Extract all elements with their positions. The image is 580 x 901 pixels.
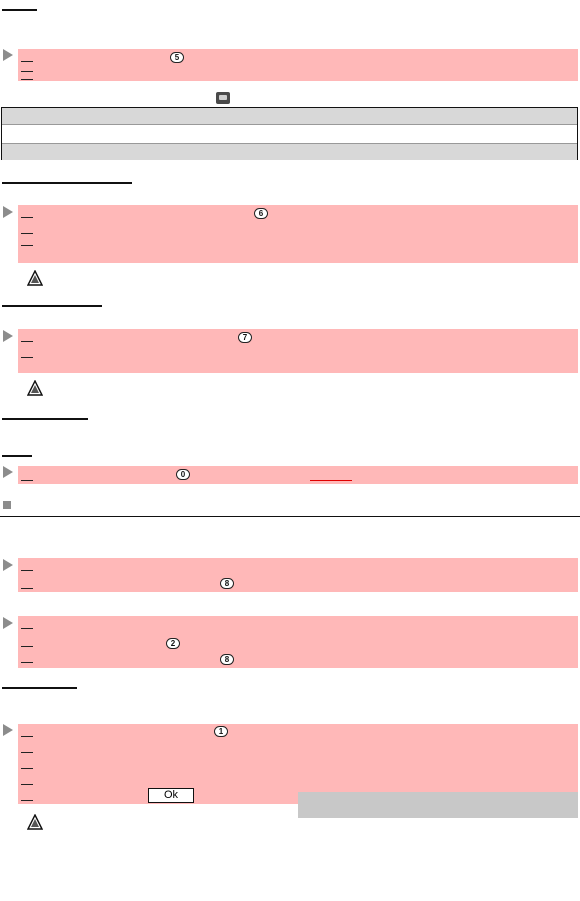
heading-underline-5 bbox=[2, 455, 32, 457]
step-marker bbox=[21, 245, 33, 246]
step-marker bbox=[21, 800, 33, 801]
step-marker bbox=[21, 646, 33, 647]
step-marker bbox=[21, 768, 33, 769]
step-block-4: 0 bbox=[18, 466, 578, 484]
step-block-3: 7 bbox=[18, 329, 578, 373]
step-marker bbox=[21, 341, 33, 342]
step-arrow-icon bbox=[3, 724, 13, 736]
step-block-2: 6 bbox=[18, 205, 578, 263]
step-arrow-icon bbox=[3, 206, 13, 218]
heading-underline-2 bbox=[2, 182, 132, 184]
key-badge: 8 bbox=[220, 654, 234, 665]
step-block-5: 8 bbox=[18, 558, 578, 592]
step-marker bbox=[21, 233, 33, 234]
key-badge: 7 bbox=[238, 332, 252, 343]
heading-underline-1 bbox=[2, 9, 37, 11]
step-marker bbox=[21, 480, 33, 481]
key-badge: 6 bbox=[254, 208, 268, 219]
step-block-6: 2 8 bbox=[18, 616, 578, 668]
step-marker bbox=[21, 588, 33, 589]
warning-icon bbox=[27, 270, 43, 286]
link-underline[interactable] bbox=[310, 480, 352, 481]
heading-underline-6 bbox=[2, 687, 77, 689]
step-arrow-icon bbox=[3, 49, 13, 61]
step-marker bbox=[21, 570, 33, 571]
step-marker bbox=[21, 61, 33, 62]
heading-underline-4 bbox=[2, 418, 88, 420]
section-divider bbox=[0, 516, 580, 517]
heading-underline-3 bbox=[2, 305, 102, 307]
key-badge: 1 bbox=[214, 726, 228, 737]
step-marker bbox=[21, 357, 33, 358]
key-badge: 2 bbox=[166, 638, 180, 649]
info-table bbox=[1, 107, 578, 160]
step-block-7: 1 Ok bbox=[18, 724, 578, 804]
table-row-shaded bbox=[2, 143, 577, 160]
step-marker bbox=[21, 662, 33, 663]
step-marker bbox=[21, 71, 33, 72]
step-marker bbox=[21, 628, 33, 629]
section-marker-square bbox=[3, 501, 11, 509]
key-badge: 5 bbox=[170, 52, 184, 63]
step-marker bbox=[21, 217, 33, 218]
warning-icon bbox=[27, 814, 43, 830]
key-badge: 8 bbox=[220, 578, 234, 589]
step-marker bbox=[21, 752, 33, 753]
table-row-shaded bbox=[2, 108, 577, 125]
step-block-1: 5 bbox=[18, 49, 578, 81]
step-marker bbox=[21, 736, 33, 737]
step-marker bbox=[21, 79, 33, 80]
step-arrow-icon bbox=[3, 559, 13, 571]
footer-bar bbox=[298, 792, 578, 818]
warning-icon bbox=[27, 380, 43, 396]
step-arrow-icon bbox=[3, 617, 13, 629]
table-row bbox=[2, 125, 577, 143]
ok-button[interactable]: Ok bbox=[148, 788, 194, 803]
key-badge: 0 bbox=[176, 469, 190, 480]
phone-icon bbox=[216, 92, 230, 104]
step-arrow-icon bbox=[3, 466, 13, 478]
step-marker bbox=[21, 784, 33, 785]
step-arrow-icon bbox=[3, 330, 13, 342]
